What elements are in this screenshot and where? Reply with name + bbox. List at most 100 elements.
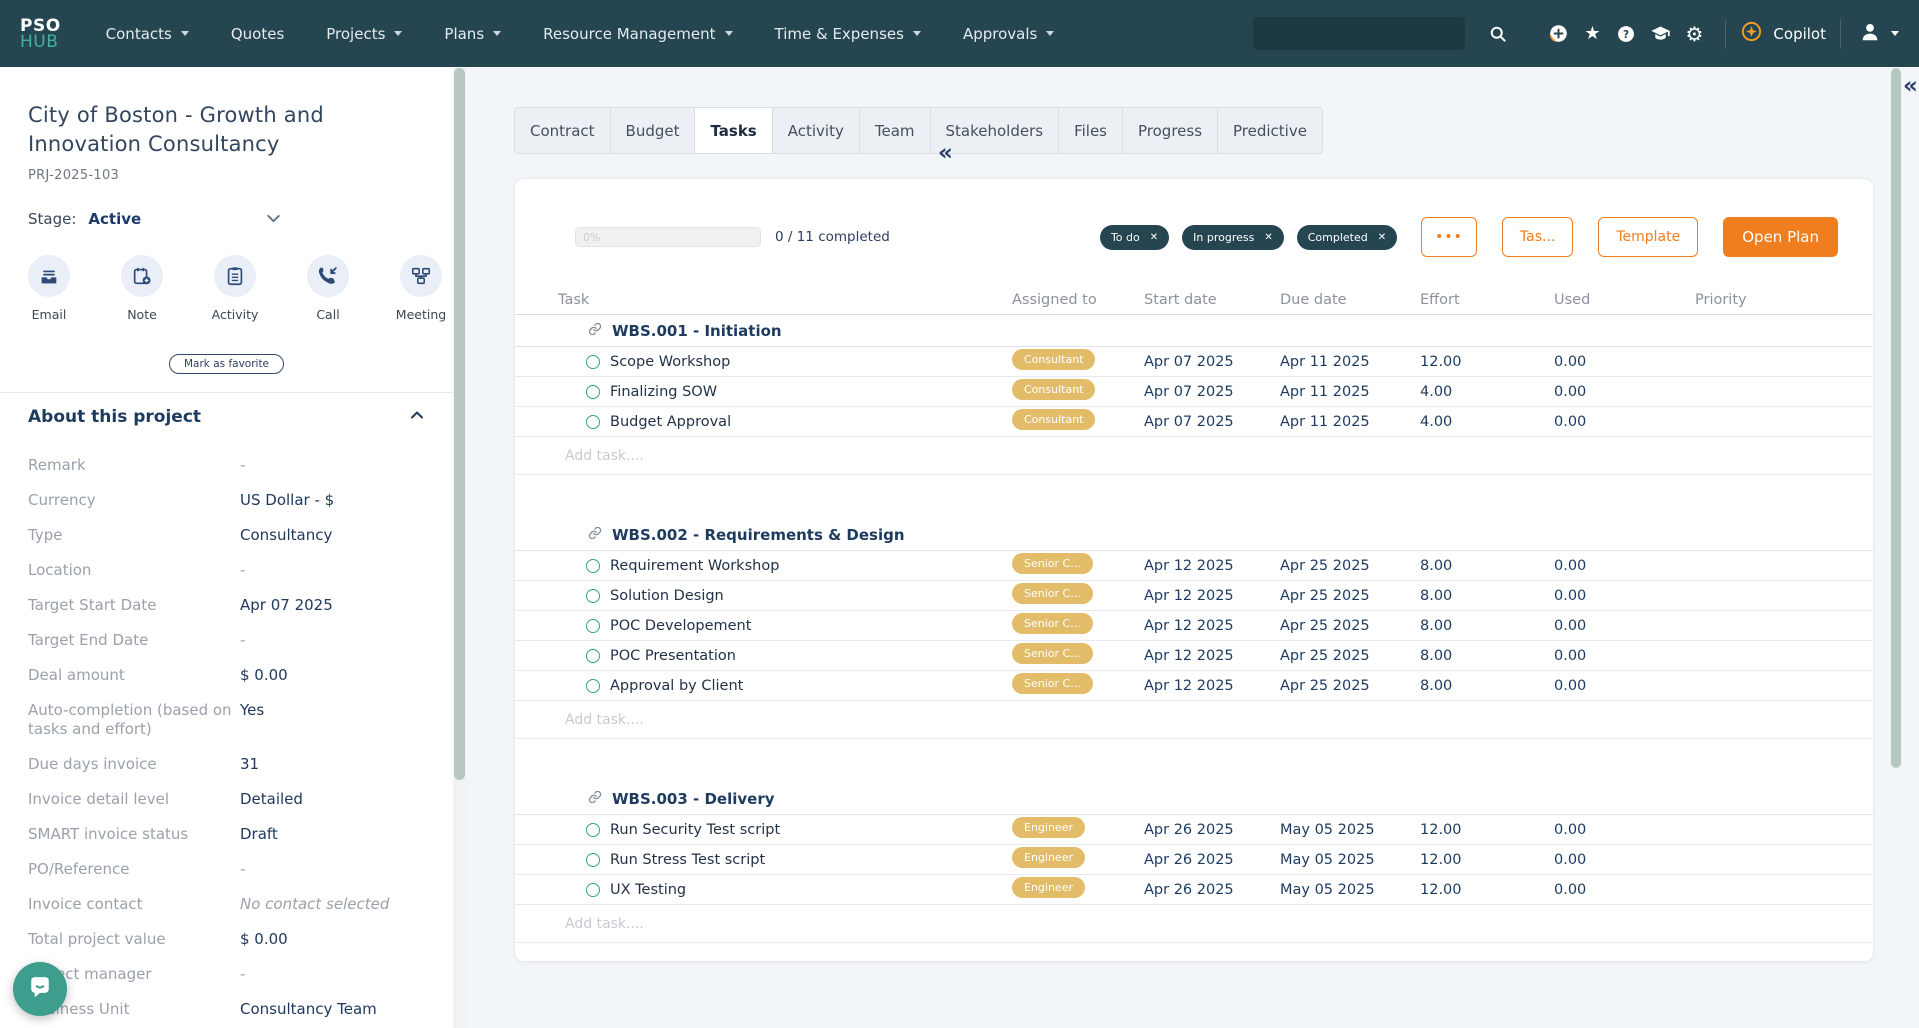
assignee-badge[interactable]: Senior C... bbox=[1012, 613, 1093, 634]
favorites-star-icon[interactable]: ★ bbox=[1584, 22, 1601, 44]
task-status-circle[interactable] bbox=[586, 882, 600, 897]
assignee-badge[interactable]: Engineer bbox=[1012, 877, 1085, 898]
add-task-input[interactable] bbox=[565, 915, 1165, 932]
tab-tasks[interactable]: Tasks bbox=[694, 107, 773, 154]
tab-progress[interactable]: Progress bbox=[1122, 107, 1219, 154]
field-label: Target Start Date bbox=[28, 596, 157, 614]
task-status-circle[interactable] bbox=[586, 678, 600, 693]
add-task-input[interactable] bbox=[565, 711, 1165, 728]
assignee-badge[interactable]: Senior C... bbox=[1012, 583, 1093, 604]
add-task-input[interactable] bbox=[565, 447, 1165, 464]
note-action-button[interactable]: Note bbox=[121, 255, 163, 322]
field-row: Target End Date - bbox=[28, 623, 425, 658]
nav-item-time-expenses[interactable]: Time & Expenses bbox=[754, 0, 942, 67]
assignee-badge[interactable]: Consultant bbox=[1012, 349, 1096, 370]
nav-item-approvals[interactable]: Approvals bbox=[942, 0, 1075, 67]
nav-item-contacts[interactable]: Contacts bbox=[85, 0, 210, 67]
psohub-logo[interactable]: PSO HUB bbox=[20, 17, 61, 50]
task-name[interactable]: Approval by Client bbox=[610, 677, 744, 694]
task-status-circle[interactable] bbox=[586, 618, 600, 633]
task-name[interactable]: Run Security Test script bbox=[610, 821, 781, 838]
task-name[interactable]: POC Presentation bbox=[610, 647, 736, 664]
sidebar-scrollbar-thumb[interactable] bbox=[454, 68, 465, 780]
collapse-sidebar-icon[interactable]: « bbox=[938, 140, 953, 166]
task-status-circle[interactable] bbox=[586, 822, 600, 837]
global-search-input[interactable] bbox=[1253, 17, 1466, 50]
task-status-circle[interactable] bbox=[586, 384, 600, 399]
collapse-panel-icon[interactable]: « bbox=[1903, 73, 1918, 99]
filter-chip-in-progress[interactable]: In progress ✕ bbox=[1182, 224, 1284, 250]
assignee-badge[interactable]: Senior C... bbox=[1012, 643, 1093, 664]
tab-predictive[interactable]: Predictive bbox=[1217, 107, 1323, 154]
add-icon[interactable] bbox=[1541, 17, 1575, 51]
template-button[interactable]: Template bbox=[1598, 217, 1699, 257]
main-scrollbar-thumb[interactable] bbox=[1891, 68, 1901, 768]
task-status-circle[interactable] bbox=[586, 354, 600, 369]
help-icon[interactable]: ? bbox=[1609, 17, 1643, 51]
task-status-circle[interactable] bbox=[586, 648, 600, 663]
remove-filter-icon[interactable]: ✕ bbox=[1264, 231, 1273, 243]
task-used: 0.00 bbox=[1554, 881, 1587, 898]
task-name[interactable]: Budget Approval bbox=[610, 413, 732, 430]
task-name[interactable]: Requirement Workshop bbox=[610, 557, 780, 574]
task-name[interactable]: Solution Design bbox=[610, 587, 724, 604]
filter-chip-todo[interactable]: To do ✕ bbox=[1099, 224, 1170, 250]
email-action-button[interactable]: Email bbox=[28, 255, 70, 322]
nav-item-quotes[interactable]: Quotes bbox=[210, 0, 305, 67]
completed-count: 0 / 11 completed bbox=[775, 229, 890, 245]
filter-chip-completed[interactable]: Completed ✕ bbox=[1296, 224, 1398, 250]
call-action-button[interactable]: Call bbox=[307, 255, 349, 322]
nav-item-projects[interactable]: Projects bbox=[305, 0, 423, 67]
assignee-badge[interactable]: Senior C... bbox=[1012, 553, 1093, 574]
task-name[interactable]: Finalizing SOW bbox=[610, 383, 718, 400]
task-effort: 8.00 bbox=[1420, 587, 1453, 604]
tab-files[interactable]: Files bbox=[1058, 107, 1123, 154]
task-name[interactable]: UX Testing bbox=[610, 881, 687, 898]
tasks-button[interactable]: Tas... bbox=[1501, 217, 1574, 257]
task-due-date: Apr 11 2025 bbox=[1280, 383, 1370, 400]
assignee-badge[interactable]: Senior C... bbox=[1012, 673, 1093, 694]
tab-activity[interactable]: Activity bbox=[771, 107, 860, 154]
chat-widget-button[interactable] bbox=[13, 962, 67, 1016]
task-start-date: Apr 07 2025 bbox=[1144, 383, 1234, 400]
user-menu[interactable] bbox=[1859, 21, 1899, 47]
tab-contract[interactable]: Contract bbox=[514, 107, 611, 154]
task-status-circle[interactable] bbox=[586, 852, 600, 867]
open-plan-button[interactable]: Open Plan bbox=[1723, 217, 1838, 257]
field-row: Project manager - bbox=[28, 957, 425, 992]
field-value: Draft bbox=[240, 825, 278, 843]
assignee-badge[interactable]: Consultant bbox=[1012, 409, 1096, 430]
task-status-circle[interactable] bbox=[586, 558, 600, 573]
chevron-down-icon[interactable] bbox=[265, 210, 282, 231]
nav-item-resource-management[interactable]: Resource Management bbox=[522, 0, 753, 67]
field-value: $ 0.00 bbox=[240, 930, 288, 948]
tab-team[interactable]: Team bbox=[858, 107, 931, 154]
task-name[interactable]: Scope Workshop bbox=[610, 353, 731, 370]
task-due-date: Apr 25 2025 bbox=[1280, 557, 1370, 574]
meeting-action-button[interactable]: Meeting bbox=[396, 255, 446, 322]
task-status-circle[interactable] bbox=[586, 588, 600, 603]
chevron-up-icon[interactable] bbox=[409, 407, 425, 427]
assignee-badge[interactable]: Engineer bbox=[1012, 817, 1085, 838]
copilot-button[interactable]: Copilot bbox=[1740, 20, 1826, 47]
more-options-button[interactable]: ••• bbox=[1421, 217, 1477, 257]
stage-dropdown[interactable]: Stage: Active bbox=[28, 210, 425, 228]
task-due-date: Apr 25 2025 bbox=[1280, 587, 1370, 604]
task-status-circle[interactable] bbox=[586, 414, 600, 429]
column-header-priority: Priority bbox=[1695, 291, 1747, 308]
remove-filter-icon[interactable]: ✕ bbox=[1149, 231, 1159, 243]
activity-action-button[interactable]: Activity bbox=[212, 255, 258, 322]
completion-progress-bar[interactable]: 0% bbox=[575, 227, 761, 247]
settings-gear-icon[interactable]: ⚙ bbox=[1685, 21, 1704, 46]
search-icon[interactable] bbox=[1481, 17, 1515, 51]
task-name[interactable]: POC Developement bbox=[610, 617, 752, 634]
assignee-badge[interactable]: Engineer bbox=[1012, 847, 1085, 868]
tab-budget[interactable]: Budget bbox=[609, 107, 696, 154]
nav-item-label: Plans bbox=[444, 24, 485, 43]
task-name[interactable]: Run Stress Test script bbox=[610, 851, 766, 868]
nav-item-plans[interactable]: Plans bbox=[423, 0, 522, 67]
remove-filter-icon[interactable]: ✕ bbox=[1377, 231, 1387, 243]
assignee-badge[interactable]: Consultant bbox=[1012, 379, 1096, 400]
mark-as-favorite-button[interactable]: Mark as favorite bbox=[168, 354, 285, 374]
academy-icon[interactable] bbox=[1643, 17, 1677, 51]
